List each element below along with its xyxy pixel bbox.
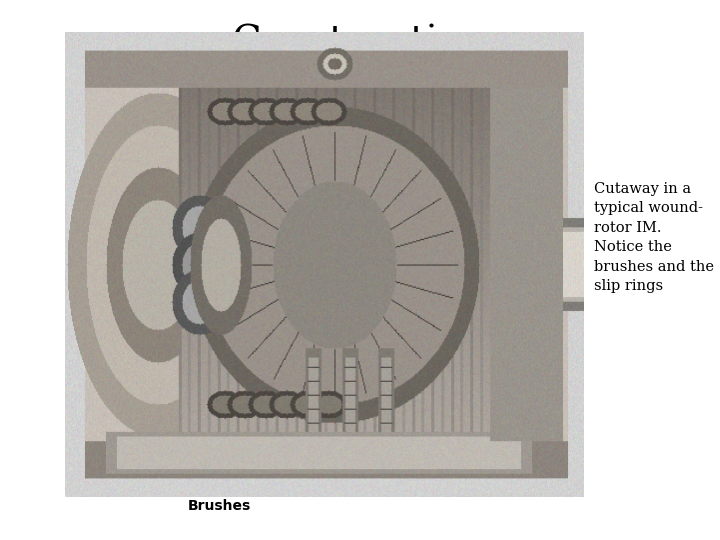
Text: Cutaway in a
typical wound-
rotor IM.
Notice the
brushes and the
slip rings: Cutaway in a typical wound- rotor IM. No… <box>594 182 714 293</box>
Text: Construction: Construction <box>233 24 487 62</box>
Text: Slip rings: Slip rings <box>140 60 214 75</box>
Text: Brushes: Brushes <box>188 500 251 514</box>
